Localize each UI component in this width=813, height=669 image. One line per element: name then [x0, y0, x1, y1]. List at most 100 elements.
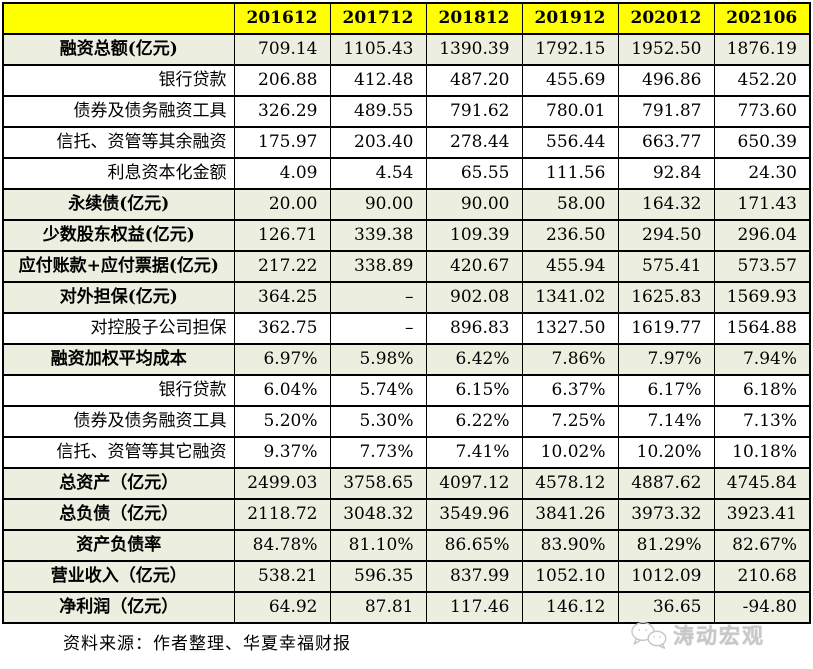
table-row: 总资产（亿元） 2499.03 3758.65 4097.12 4578.12 4887.… — [2, 467, 811, 500]
column-header: 201712 — [329, 2, 427, 35]
value-cell: 90.00 — [329, 188, 427, 221]
value-cell: 3973.32 — [617, 498, 715, 531]
value-cell: 1012.09 — [617, 560, 715, 593]
watermark-text: 涛动宏观 — [673, 623, 765, 648]
value-cell: 1341.02 — [521, 281, 619, 314]
row-label: 银行贷款 — [2, 374, 235, 407]
value-cell: 7.25% — [521, 405, 619, 438]
value-cell: 296.04 — [713, 219, 811, 252]
value-cell: 1625.83 — [617, 281, 715, 314]
value-cell: 4.54 — [329, 157, 427, 190]
header-row: 201612 201712 201812 201912 202012 202106 — [2, 2, 811, 35]
value-cell: 4.09 — [233, 157, 331, 190]
row-label: 融资总额(亿元) — [2, 33, 235, 66]
value-cell: 487.20 — [425, 64, 523, 97]
value-cell: 556.44 — [521, 126, 619, 159]
value-cell: 455.94 — [521, 250, 619, 283]
value-cell: 338.89 — [329, 250, 427, 283]
table-row: 资产负债率 84.78% 81.10% 86.65% 83.90% 81.29% 82.67… — [2, 529, 811, 562]
row-label: 少数股东权益(亿元) — [2, 219, 235, 252]
table-row: 融资加权平均成本 6.97% 5.98% 6.42% 7.86% 7.97% 7.94% — [2, 343, 811, 376]
value-cell: 6.97% — [233, 343, 331, 376]
value-cell: 364.25 — [233, 281, 331, 314]
table-row: 银行贷款 206.88 412.48 487.20 455.69 496.86 452.20 — [2, 64, 811, 97]
value-cell: 10.18% — [713, 436, 811, 469]
value-cell: 7.14% — [617, 405, 715, 438]
column-header: 201612 — [233, 2, 331, 35]
value-cell: 837.99 — [425, 560, 523, 593]
row-label: 银行贷款 — [2, 64, 235, 97]
value-cell: 65.55 — [425, 157, 523, 190]
value-cell: 791.62 — [425, 95, 523, 128]
value-cell: 1327.50 — [521, 312, 619, 345]
value-cell: 294.50 — [617, 219, 715, 252]
value-cell: 83.90% — [521, 529, 619, 562]
value-cell: 6.18% — [713, 374, 811, 407]
value-cell: 81.10% — [329, 529, 427, 562]
value-cell: 709.14 — [233, 33, 331, 66]
wechat-chat-bubbles-icon — [630, 621, 668, 650]
value-cell: 538.21 — [233, 560, 331, 593]
value-cell: 5.20% — [233, 405, 331, 438]
row-label: 信托、资管等其它融资 — [2, 436, 235, 469]
table-row: 信托、资管等其余融资 175.97 203.40 278.44 556.44 663.77… — [2, 126, 811, 159]
value-cell: 1952.50 — [617, 33, 715, 66]
value-cell: 203.40 — [329, 126, 427, 159]
value-cell: 5.98% — [329, 343, 427, 376]
row-label: 总资产（亿元） — [2, 467, 235, 500]
value-cell: 1105.43 — [329, 33, 427, 66]
value-cell: 6.17% — [617, 374, 715, 407]
value-cell: 24.30 — [713, 157, 811, 190]
value-cell: 87.81 — [329, 591, 427, 624]
table-row: 对控股子公司担保 362.75–896.83 1327.50 1619.77 1564.… — [2, 312, 811, 345]
table-row: 银行贷款 6.04% 5.74% 6.15% 6.37% 6.17% 6.18% — [2, 374, 811, 407]
value-cell: 1876.19 — [713, 33, 811, 66]
corner-header-cell — [2, 2, 235, 35]
value-cell: 164.32 — [617, 188, 715, 221]
value-cell: 663.77 — [617, 126, 715, 159]
value-cell: 5.74% — [329, 374, 427, 407]
value-cell: 6.22% — [425, 405, 523, 438]
table-row: 应付账款+应付票据(亿元) 217.22 338.89 420.67 455.94 575… — [2, 250, 811, 283]
value-cell: 86.65% — [425, 529, 523, 562]
value-cell: 90.00 — [425, 188, 523, 221]
value-cell: 3758.65 — [329, 467, 427, 500]
value-cell: 7.94% — [713, 343, 811, 376]
value-cell: 902.08 — [425, 281, 523, 314]
value-cell: 575.41 — [617, 250, 715, 283]
value-cell: 10.02% — [521, 436, 619, 469]
financial-table: 201612 201712 201812 201912 202012 202106 融资总… — [2, 2, 811, 624]
value-cell: 278.44 — [425, 126, 523, 159]
table-body: 融资总额(亿元) 709.14 1105.43 1390.39 1792.15 1952.… — [2, 33, 811, 624]
value-cell: 6.04% — [233, 374, 331, 407]
value-cell: 326.29 — [233, 95, 331, 128]
value-cell: 650.39 — [713, 126, 811, 159]
row-label: 对外担保(亿元) — [2, 281, 235, 314]
value-cell: 7.13% — [713, 405, 811, 438]
value-cell: 1792.15 — [521, 33, 619, 66]
table-row: 信托、资管等其它融资 9.37% 7.73% 7.41% 10.02% 10.20% 10.… — [2, 436, 811, 469]
row-label: 对控股子公司担保 — [2, 312, 235, 345]
column-header: 202012 — [617, 2, 715, 35]
table-row: 融资总额(亿元) 709.14 1105.43 1390.39 1792.15 1952.… — [2, 33, 811, 66]
value-cell: 4887.62 — [617, 467, 715, 500]
value-cell: 109.39 — [425, 219, 523, 252]
value-cell: 6.37% — [521, 374, 619, 407]
table-row: 利息资本化金额 4.09 4.54 65.55 111.56 92.84 24.30 — [2, 157, 811, 190]
value-cell: 573.57 — [713, 250, 811, 283]
value-cell: 2499.03 — [233, 467, 331, 500]
row-label: 永续债(亿元) — [2, 188, 235, 221]
value-cell: 36.65 — [617, 591, 715, 624]
watermark: 涛动宏观 — [630, 620, 765, 650]
value-cell: 1052.10 — [521, 560, 619, 593]
value-cell: 7.41% — [425, 436, 523, 469]
row-label: 应付账款+应付票据(亿元) — [2, 250, 235, 283]
value-cell: 4097.12 — [425, 467, 523, 500]
value-cell: 146.12 — [521, 591, 619, 624]
row-label: 总负债（亿元） — [2, 498, 235, 531]
value-cell: 1569.93 — [713, 281, 811, 314]
table-row: 少数股东权益(亿元) 126.71 339.38 109.39 236.50 294.50… — [2, 219, 811, 252]
value-cell: 64.92 — [233, 591, 331, 624]
value-cell: 82.67% — [713, 529, 811, 562]
value-cell: 780.01 — [521, 95, 619, 128]
